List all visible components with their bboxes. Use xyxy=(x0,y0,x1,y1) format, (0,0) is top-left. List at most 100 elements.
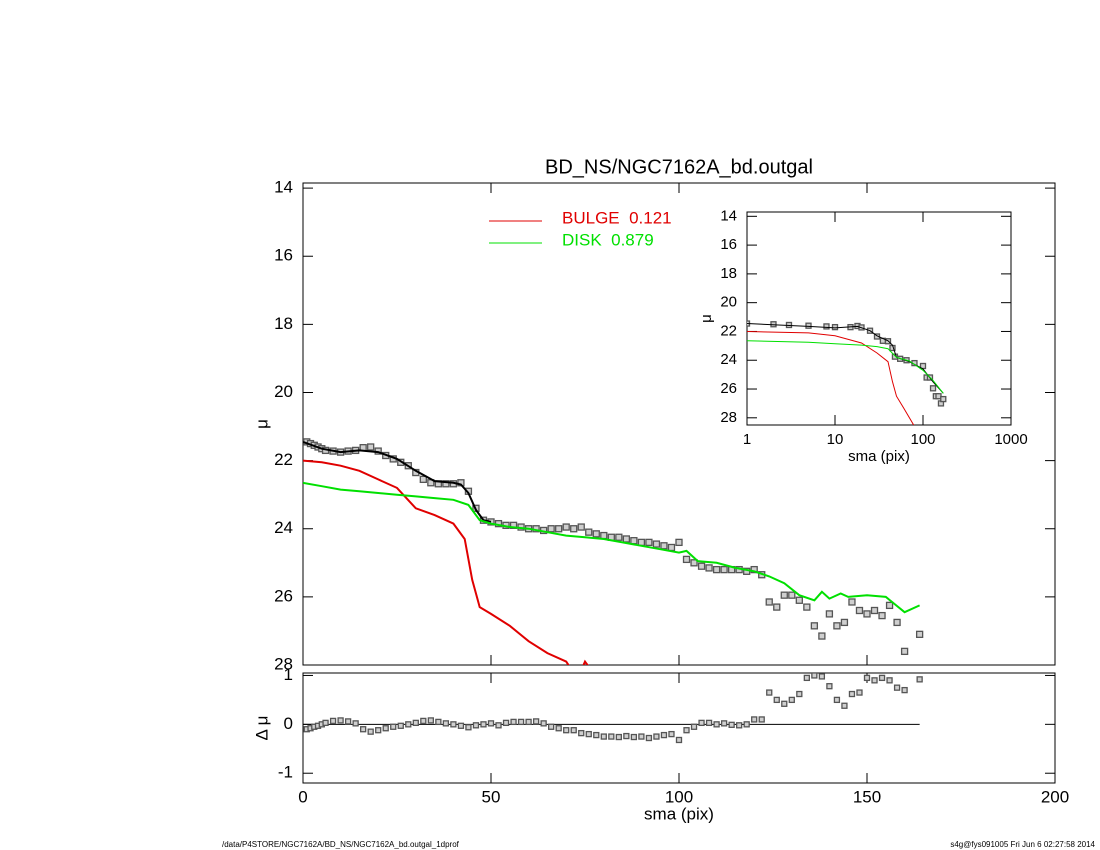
data-point xyxy=(465,724,472,731)
data-point xyxy=(638,733,645,740)
data-point xyxy=(758,716,765,723)
data-point xyxy=(751,716,758,723)
data-point xyxy=(630,733,638,741)
data-point xyxy=(901,686,908,694)
data-point xyxy=(705,564,713,572)
model-line xyxy=(747,331,915,425)
data-point xyxy=(848,598,856,606)
model-line xyxy=(303,481,921,614)
data-point xyxy=(435,718,442,726)
x-tick-label: 100 xyxy=(665,787,693,806)
legend-label: BULGE 0.121 xyxy=(562,208,672,227)
data-point xyxy=(450,721,457,728)
y-tick-label: 24 xyxy=(274,518,293,537)
data-point xyxy=(322,719,329,727)
data-point xyxy=(871,677,878,684)
data-point xyxy=(593,731,600,739)
data-point xyxy=(781,700,788,707)
data-point xyxy=(517,718,525,726)
data-point xyxy=(788,591,796,599)
model-line xyxy=(747,340,944,394)
data-point xyxy=(592,530,600,538)
data-point xyxy=(841,702,848,709)
data-point xyxy=(825,610,834,618)
data-point xyxy=(577,523,585,531)
x-tick-label: 150 xyxy=(853,787,881,806)
data-point xyxy=(397,722,404,729)
y-tick-label: -1 xyxy=(278,763,293,782)
data-point xyxy=(736,722,743,729)
data-point xyxy=(878,674,886,682)
chart-title: BD_NS/NGC7162A_bd.outgal xyxy=(545,156,813,178)
data-point xyxy=(766,689,773,696)
y-tick-label: 16 xyxy=(274,246,293,265)
x-tick-label: 50 xyxy=(482,787,501,806)
data-point xyxy=(893,618,901,627)
data-point xyxy=(405,721,412,728)
data-point xyxy=(811,673,818,679)
data-point xyxy=(615,533,623,541)
y-tick-label: 16 xyxy=(720,236,737,253)
data-point xyxy=(502,719,510,727)
panel: 14 16 18 20 22 24 26 28 1 10 100 1000 sma (pix) μ xyxy=(698,207,1028,465)
data-point xyxy=(487,720,495,727)
panel: -1 0 1 0 50 100 150 200 sma (pix) Δ μ xyxy=(252,665,1069,824)
data-point xyxy=(900,647,909,656)
data-point xyxy=(826,683,833,690)
data-point xyxy=(788,696,795,704)
data-point xyxy=(660,731,668,739)
y-tick-label: 20 xyxy=(720,294,737,311)
model-line xyxy=(303,440,492,523)
y-axis-label: Δ μ xyxy=(252,716,271,741)
data-point xyxy=(833,622,841,630)
data-point xyxy=(915,630,924,638)
data-point xyxy=(720,720,728,727)
data-point xyxy=(570,727,577,734)
data-point xyxy=(548,723,555,730)
data-point xyxy=(419,475,427,484)
data-point xyxy=(660,542,668,550)
data-point xyxy=(480,721,487,728)
data-point xyxy=(870,606,879,615)
y-tick-label: 18 xyxy=(720,265,737,282)
data-point xyxy=(427,717,434,724)
data-point xyxy=(929,385,937,392)
y-tick-label: 26 xyxy=(274,586,293,605)
data-point xyxy=(863,610,871,618)
data-point xyxy=(818,632,826,640)
y-tick-label: 26 xyxy=(720,380,737,397)
x-tick-label: 200 xyxy=(1041,787,1069,806)
plot-frame xyxy=(746,211,1012,426)
data-point xyxy=(412,719,419,727)
data-point xyxy=(823,323,830,330)
y-tick-label: 14 xyxy=(274,178,293,197)
data-point xyxy=(622,535,631,543)
data-point xyxy=(863,674,871,682)
data-point xyxy=(562,523,570,531)
data-point xyxy=(810,622,819,630)
data-point xyxy=(795,596,803,604)
data-point xyxy=(856,689,863,696)
data-point xyxy=(940,395,947,403)
y-tick-label: 28 xyxy=(274,654,293,673)
y-tick-label: 24 xyxy=(720,351,737,368)
data-point xyxy=(712,565,721,574)
data-point xyxy=(773,603,781,611)
data-point xyxy=(510,718,517,726)
data-point xyxy=(555,725,562,732)
data-point xyxy=(886,677,893,684)
y-tick-label: 22 xyxy=(274,450,293,469)
y-tick-label: 20 xyxy=(274,382,293,401)
data-point xyxy=(682,555,691,564)
data-point xyxy=(352,720,359,727)
data-point xyxy=(645,538,653,547)
data-point xyxy=(848,690,856,698)
data-point xyxy=(885,601,894,610)
x-tick-label: 100 xyxy=(910,431,935,448)
data-point xyxy=(570,525,578,533)
data-point xyxy=(630,537,638,545)
data-point xyxy=(705,719,713,727)
data-point xyxy=(690,559,698,567)
data-point xyxy=(337,717,344,724)
